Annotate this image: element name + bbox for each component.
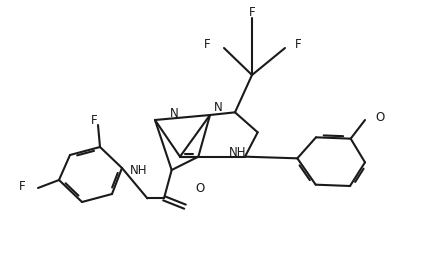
- Text: O: O: [375, 111, 384, 124]
- Text: O: O: [195, 181, 204, 194]
- Text: NH: NH: [229, 145, 246, 158]
- Text: F: F: [248, 6, 255, 19]
- Text: F: F: [90, 114, 97, 127]
- Text: N: N: [169, 106, 178, 119]
- Text: F: F: [18, 179, 25, 193]
- Text: F: F: [203, 37, 210, 50]
- Text: F: F: [294, 37, 301, 50]
- Text: NH: NH: [130, 165, 147, 178]
- Text: N: N: [213, 101, 222, 114]
